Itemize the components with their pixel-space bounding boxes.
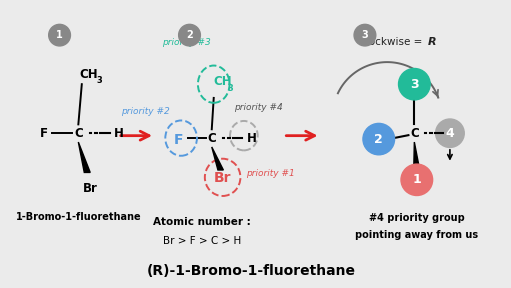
Text: (R)-1-Bromo-1-fluorethane: (R)-1-Bromo-1-fluorethane [147,264,356,278]
Text: 2: 2 [375,132,383,146]
Circle shape [179,24,200,46]
Text: 3: 3 [96,76,102,85]
Polygon shape [212,147,223,170]
Text: #4 priority group: #4 priority group [369,213,464,223]
Text: 1: 1 [412,173,421,186]
Text: pointing away from us: pointing away from us [355,230,478,240]
Text: 1: 1 [56,30,63,40]
Text: CH: CH [80,68,99,81]
Text: 3: 3 [410,78,419,91]
Text: C: C [410,127,419,140]
Polygon shape [414,142,419,165]
Circle shape [49,24,71,46]
Text: Atomic number :: Atomic number : [153,217,251,228]
Text: priority #1: priority #1 [246,169,294,178]
Text: CH: CH [214,75,233,88]
Text: clockwise =: clockwise = [360,37,426,48]
Text: C: C [207,132,216,145]
Text: R: R [428,37,437,48]
Text: Br: Br [83,182,98,195]
Text: priority #4: priority #4 [235,103,283,112]
Text: F: F [40,127,48,140]
Text: F: F [174,132,183,147]
Circle shape [401,164,433,196]
Text: H: H [247,132,257,145]
Text: priority #2: priority #2 [121,107,170,116]
Circle shape [435,119,464,147]
Text: C: C [74,127,83,140]
Text: 1-Bromo-1-fluorethane: 1-Bromo-1-fluorethane [15,212,141,221]
Circle shape [354,24,376,46]
Text: H: H [114,127,124,140]
Text: 3: 3 [227,84,234,93]
Circle shape [399,69,430,100]
Polygon shape [78,142,90,173]
Text: 4: 4 [446,127,454,140]
Text: Br: Br [214,171,231,185]
Text: 2: 2 [186,30,193,40]
Text: 3: 3 [362,30,368,40]
Text: priority #3: priority #3 [161,38,211,47]
Text: Br > F > C > H: Br > F > C > H [162,236,241,246]
Circle shape [363,123,394,155]
